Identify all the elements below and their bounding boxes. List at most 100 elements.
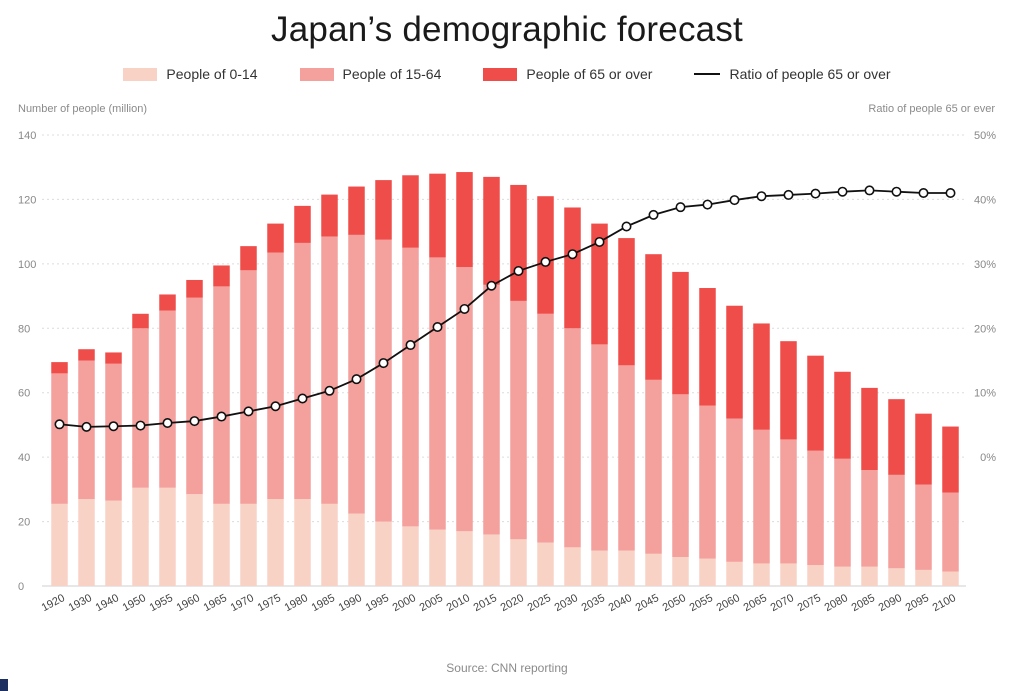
bar-segment-0-14 <box>483 534 500 586</box>
x-tick-label: 2065 <box>742 592 769 614</box>
right-tick-label: 50% <box>974 130 996 142</box>
ratio-point <box>162 417 173 428</box>
bar-segment-15-64 <box>645 379 662 554</box>
bar-segment-0-14 <box>753 563 770 586</box>
ratio-point <box>837 186 848 197</box>
ratio-point <box>189 416 200 427</box>
x-tick-label: 2000 <box>391 592 418 614</box>
bar-segment-0-14 <box>132 487 149 586</box>
bar-segment-15-64 <box>321 236 338 504</box>
bar-segment-65-over <box>807 355 824 451</box>
x-tick-label: 2015 <box>472 592 499 614</box>
left-tick-label: 120 <box>18 194 36 206</box>
bar-segment-0-14 <box>78 499 95 586</box>
bar-segment-15-64 <box>888 474 905 569</box>
legend-item-ratio: Ratio of people 65 or over <box>694 66 891 82</box>
bar-segment-65-over <box>483 176 500 285</box>
source-note: Source: CNN reporting <box>446 661 568 675</box>
ratio-point <box>297 393 308 404</box>
bar-segment-15-64 <box>375 239 392 522</box>
bar-segment-65-over <box>321 194 338 237</box>
x-tick-label: 1965 <box>202 592 229 614</box>
legend-swatch-0-14 <box>123 67 158 81</box>
bar-segment-15-64 <box>456 267 473 532</box>
ratio-point <box>243 406 254 417</box>
x-tick-label: 1920 <box>40 592 67 614</box>
x-tick-label: 2005 <box>418 592 445 614</box>
x-tick-label: 1950 <box>121 592 148 614</box>
right-tick-label: 30% <box>974 259 996 271</box>
bar-segment-15-64 <box>807 450 824 566</box>
bar-segment-15-64 <box>186 297 203 495</box>
bar-segment-15-64 <box>699 405 716 559</box>
bar-segment-0-14 <box>456 531 473 586</box>
bar-segment-0-14 <box>591 550 608 586</box>
bar-segment-15-64 <box>105 363 122 501</box>
bar-segment-15-64 <box>564 328 581 548</box>
ratio-point <box>594 236 605 247</box>
x-tick-label: 2050 <box>661 592 688 614</box>
ratio-point <box>783 189 794 200</box>
bar-segment-65-over <box>78 349 95 361</box>
ratio-point <box>702 199 713 210</box>
bar-segment-0-14 <box>672 557 689 586</box>
bar-segment-65-over <box>402 175 419 248</box>
bar-segment-65-over <box>375 180 392 240</box>
bar-segment-15-64 <box>753 429 770 564</box>
bar-segment-15-64 <box>672 394 689 558</box>
bar-segment-65-over <box>618 238 635 366</box>
chart-legend: People of 0-14 People of 15-64 People of… <box>0 66 1014 82</box>
x-tick-label: 2085 <box>850 592 877 614</box>
bar-segment-15-64 <box>537 313 554 543</box>
bar-segment-15-64 <box>861 470 878 567</box>
left-axis-title: Number of people (million) <box>18 103 147 115</box>
legend-item-65-over: People of 65 or over <box>483 66 652 82</box>
x-tick-label: 2100 <box>931 592 958 614</box>
ratio-point <box>108 421 119 432</box>
ratio-point <box>864 185 875 196</box>
ratio-point <box>81 421 92 432</box>
bar-segment-65-over <box>267 223 284 253</box>
legend-swatch-15-64 <box>299 67 334 81</box>
legend-item-0-14: People of 0-14 <box>123 66 258 82</box>
bar-segment-15-64 <box>618 365 635 551</box>
x-tick-label: 2040 <box>607 592 634 614</box>
bar-segment-0-14 <box>186 494 203 586</box>
bar-segment-15-64 <box>834 458 851 567</box>
bar-segment-65-over <box>186 279 203 298</box>
bar-segment-15-64 <box>51 373 68 504</box>
right-tick-label: 0% <box>980 452 996 464</box>
legend-label-ratio: Ratio of people 65 or over <box>729 66 891 82</box>
bar-segment-65-over <box>915 413 932 485</box>
x-tick-label: 2010 <box>445 592 472 614</box>
ratio-point <box>486 280 497 291</box>
x-tick-label: 2020 <box>499 592 526 614</box>
ratio-point <box>459 303 470 314</box>
legend-item-15-64: People of 15-64 <box>299 66 441 82</box>
x-axis-ticks: 1920 1930 1940 1950 1955 1960 1965 1970 1975 1980… <box>40 592 958 614</box>
ratio-point <box>945 187 956 198</box>
bar-segment-15-64 <box>483 284 500 535</box>
ratio-point <box>270 401 281 412</box>
bar-segment-0-14 <box>888 568 905 586</box>
bar-segment-0-14 <box>645 553 662 586</box>
ratio-line-series <box>54 185 956 432</box>
right-tick-label: 20% <box>974 323 996 335</box>
bar-segment-65-over <box>888 399 905 475</box>
bar-segment-0-14 <box>105 500 122 586</box>
bar-segment-65-over <box>51 362 68 374</box>
bar-segment-15-64 <box>726 418 743 562</box>
bar-segment-65-over <box>510 184 527 301</box>
ratio-point <box>216 411 227 422</box>
bar-segment-0-14 <box>699 558 716 586</box>
bar-segment-0-14 <box>915 569 932 586</box>
corner-mark <box>0 679 8 691</box>
ratio-point <box>54 419 65 430</box>
x-tick-label: 2035 <box>580 592 607 614</box>
bar-segment-15-64 <box>240 270 257 504</box>
bar-segment-0-14 <box>807 565 824 586</box>
x-tick-label: 1940 <box>94 592 121 614</box>
ratio-point <box>621 221 632 232</box>
left-tick-label: 40 <box>18 452 30 464</box>
ratio-point <box>540 256 551 267</box>
